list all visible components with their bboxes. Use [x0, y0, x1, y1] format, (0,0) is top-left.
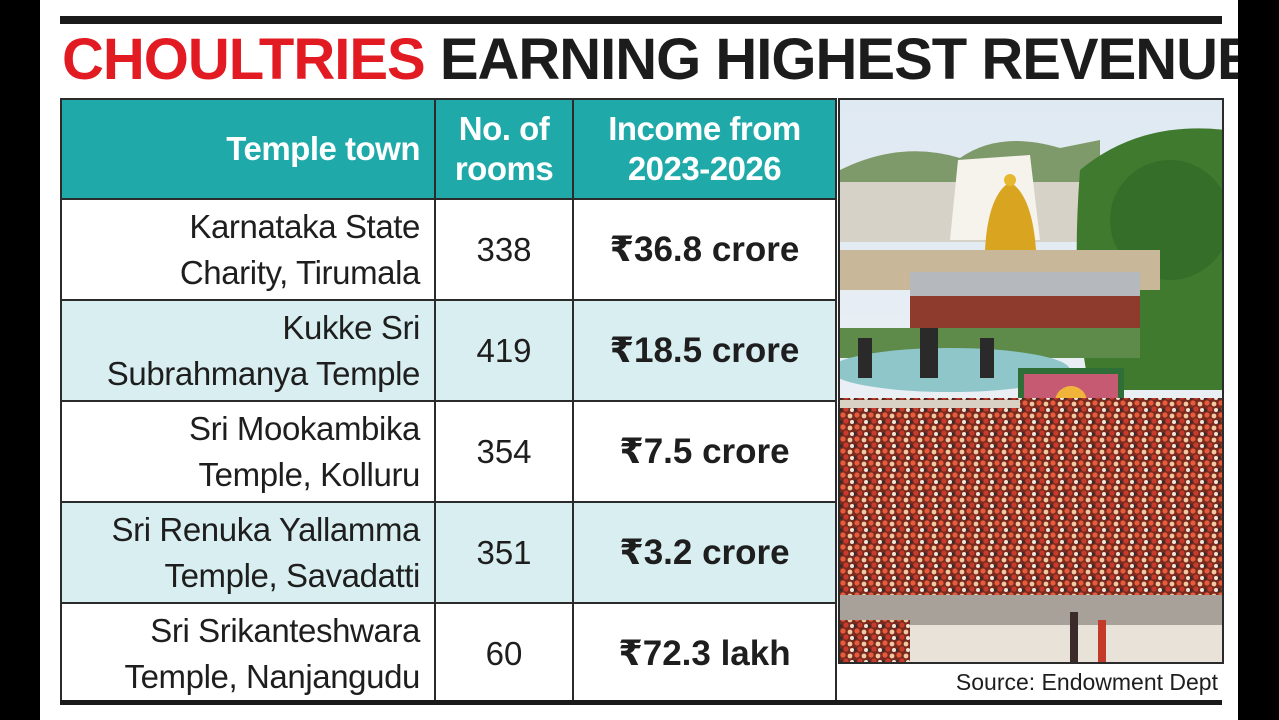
headline-rest: EARNING HIGHEST REVENUE	[439, 27, 1238, 92]
header-rooms: No. of rooms	[434, 98, 574, 200]
header-rooms-line-2: rooms	[454, 150, 554, 187]
top-rule	[60, 16, 1222, 24]
crowd-front	[840, 620, 910, 662]
town-line-1: Sri Renuka Yallamma	[111, 510, 421, 548]
cell-temple-town: Karnataka State Charity, Tirumala	[60, 198, 436, 301]
cell-temple-town: Sri Mookambika Temple, Kolluru	[60, 400, 436, 503]
fountain-pool	[840, 348, 1070, 392]
table-row: Sri Mookambika Temple, Kolluru 354 ₹7.5 …	[60, 400, 837, 503]
revenue-table: Temple town No. of rooms Income from 202…	[60, 98, 837, 705]
cell-income: ₹36.8 crore	[572, 198, 837, 301]
header-income-line-1: Income from	[608, 110, 801, 147]
statue-left	[858, 338, 872, 378]
table-row: Kukke Sri Subrahmanya Temple 419 ₹18.5 c…	[60, 299, 837, 402]
town-line-2: Temple, Kolluru	[198, 455, 421, 493]
source-credit: Source: Endowment Dept	[955, 669, 1218, 695]
cell-temple-town: Kukke Sri Subrahmanya Temple	[60, 299, 436, 402]
table-row: Sri Renuka Yallamma Temple, Savadatti 35…	[60, 501, 837, 604]
town-line-2: Subrahmanya Temple	[106, 354, 421, 392]
cell-income: ₹18.5 crore	[572, 299, 837, 402]
statue-centre	[920, 328, 938, 378]
headline: CHOULTRIES EARNING HIGHEST REVENUE	[62, 27, 1238, 92]
cell-rooms: 419	[434, 299, 574, 402]
header-temple-town-line: Temple town	[226, 130, 420, 167]
town-line-2: Temple, Nanjangudu	[124, 657, 420, 695]
cell-rooms: 338	[434, 198, 574, 301]
cell-temple-town: Sri Srikanteshwara Temple, Nanjangudu	[60, 602, 436, 705]
cell-rooms: 354	[434, 400, 574, 503]
barricade	[840, 400, 1020, 408]
town-line-1: Karnataka State	[189, 207, 420, 245]
town-line-2: Temple, Savadatti	[164, 556, 420, 594]
cell-rooms: 351	[434, 501, 574, 604]
table-row: Sri Srikanteshwara Temple, Nanjangudu 60…	[60, 602, 837, 705]
temple-photo	[838, 98, 1224, 664]
header-temple-town: Temple town	[60, 98, 436, 200]
infographic: CHOULTRIES EARNING HIGHEST REVENUE Templ…	[40, 0, 1238, 720]
town-line-1: Sri Srikanteshwara	[150, 611, 420, 649]
town-line-2: Charity, Tirumala	[179, 253, 421, 291]
town-line-1: Sri Mookambika	[189, 409, 420, 447]
table-row: Karnataka State Charity, Tirumala 338 ₹3…	[60, 198, 837, 301]
header-rooms-line-1: No. of	[458, 110, 550, 147]
cell-income: ₹7.5 crore	[572, 400, 837, 503]
bottom-rule	[60, 700, 1222, 705]
cell-income: ₹3.2 crore	[572, 501, 837, 604]
cell-income: ₹72.3 lakh	[572, 602, 837, 705]
person-standing	[1098, 620, 1106, 662]
tree-cluster	[1110, 160, 1222, 280]
statue-right	[980, 338, 994, 378]
cell-temple-town: Sri Renuka Yallamma Temple, Savadatti	[60, 501, 436, 604]
temple-photo-illustration	[840, 100, 1222, 662]
header-income-line-2: 2023-2026	[627, 150, 782, 187]
vimana-finial	[1004, 174, 1016, 186]
golden-vimana	[985, 182, 1036, 250]
crowd	[840, 398, 1222, 608]
person-standing	[1070, 612, 1078, 662]
headline-highlight: CHOULTRIES	[62, 27, 426, 92]
table-header-row: Temple town No. of rooms Income from 202…	[60, 98, 837, 200]
cell-rooms: 60	[434, 602, 574, 705]
header-income: Income from 2023-2026	[572, 98, 837, 200]
town-line-1: Kukke Sri	[282, 308, 420, 346]
